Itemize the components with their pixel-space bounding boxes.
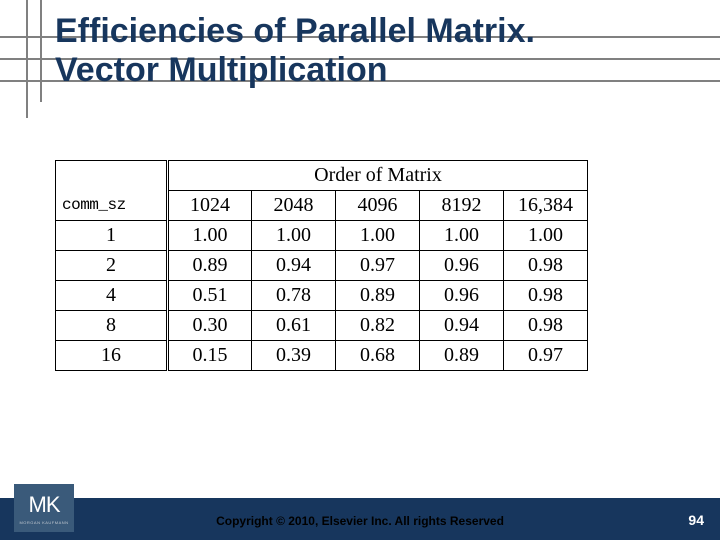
title-line-2: Vector Multiplication: [55, 51, 387, 89]
table-header-row-2: comm_sz 1024 2048 4096 8192 16,384: [56, 191, 588, 221]
col-3: 8192: [420, 191, 504, 221]
cell: 0.78: [252, 281, 336, 311]
cell: 0.97: [504, 341, 588, 371]
cell: 0.89: [420, 341, 504, 371]
cell: 1.00: [252, 221, 336, 251]
cell: 1.00: [168, 221, 252, 251]
cell: 0.61: [252, 311, 336, 341]
cell: 0.98: [504, 281, 588, 311]
page-number: 94: [688, 512, 704, 528]
page-title: Efficiencies of Parallel Matrix. Vector …: [55, 12, 535, 90]
header-vline-1: [26, 0, 28, 118]
header-group: Order of Matrix: [168, 161, 588, 191]
table-row: 8 0.30 0.61 0.82 0.94 0.98: [56, 311, 588, 341]
cell: 0.51: [168, 281, 252, 311]
cell: 0.89: [168, 251, 252, 281]
cell: 0.94: [252, 251, 336, 281]
copyright-text: Copyright © 2010, Elsevier Inc. All righ…: [0, 514, 720, 528]
cell: 0.94: [420, 311, 504, 341]
row-label: 16: [56, 341, 168, 371]
header-label: comm_sz: [56, 191, 168, 221]
cell: 1.00: [336, 221, 420, 251]
cell: 0.68: [336, 341, 420, 371]
cell: 0.96: [420, 251, 504, 281]
table-row: 2 0.89 0.94 0.97 0.96 0.98: [56, 251, 588, 281]
col-1: 2048: [252, 191, 336, 221]
cell: 1.00: [504, 221, 588, 251]
cell: 0.82: [336, 311, 420, 341]
table-row: 1 1.00 1.00 1.00 1.00 1.00: [56, 221, 588, 251]
cell: 0.30: [168, 311, 252, 341]
cell: 0.89: [336, 281, 420, 311]
col-2: 4096: [336, 191, 420, 221]
cell: 0.98: [504, 311, 588, 341]
header-empty-cell: [56, 161, 168, 191]
table-header-row-1: Order of Matrix: [56, 161, 588, 191]
cell: 1.00: [420, 221, 504, 251]
row-label: 2: [56, 251, 168, 281]
cell: 0.15: [168, 341, 252, 371]
header-vline-2: [40, 0, 42, 102]
col-4: 16,384: [504, 191, 588, 221]
cell: 0.39: [252, 341, 336, 371]
efficiency-table: Order of Matrix comm_sz 1024 2048 4096 8…: [55, 160, 655, 371]
title-line-1: Efficiencies of Parallel Matrix.: [55, 12, 535, 50]
col-0: 1024: [168, 191, 252, 221]
table-row: 16 0.15 0.39 0.68 0.89 0.97: [56, 341, 588, 371]
cell: 0.96: [420, 281, 504, 311]
cell: 0.97: [336, 251, 420, 281]
table-row: 4 0.51 0.78 0.89 0.96 0.98: [56, 281, 588, 311]
row-label: 8: [56, 311, 168, 341]
row-label: 4: [56, 281, 168, 311]
header-region: Efficiencies of Parallel Matrix. Vector …: [0, 0, 720, 128]
row-label: 1: [56, 221, 168, 251]
cell: 0.98: [504, 251, 588, 281]
